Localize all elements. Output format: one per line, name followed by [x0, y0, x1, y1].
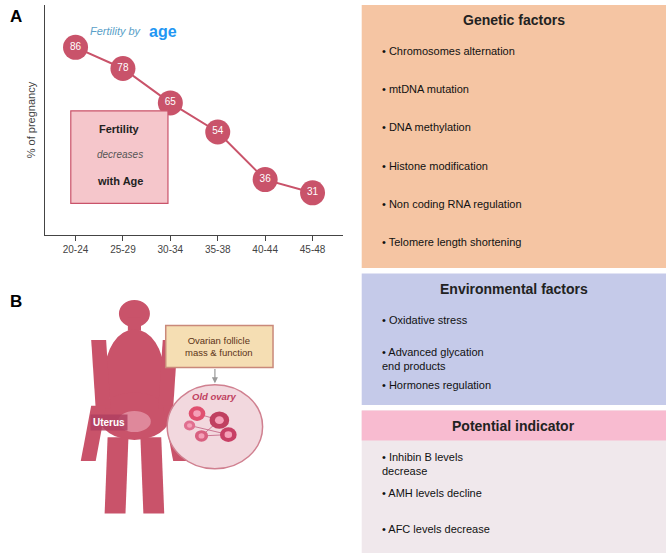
svg-text:• Histone modification: • Histone modification — [382, 160, 488, 172]
svg-text:45-48: 45-48 — [300, 244, 326, 255]
svg-text:54: 54 — [212, 125, 224, 136]
svg-text:Genetic factors: Genetic factors — [463, 12, 565, 28]
svg-text:• Hormones regulation: • Hormones regulation — [382, 379, 491, 391]
svg-text:86: 86 — [70, 41, 82, 52]
svg-text:age: age — [149, 23, 177, 40]
svg-text:decreases: decreases — [97, 149, 143, 160]
svg-text:Uterus: Uterus — [93, 417, 125, 428]
svg-text:36: 36 — [260, 173, 272, 184]
svg-text:• mtDNA mutation: • mtDNA mutation — [382, 83, 469, 95]
svg-text:• Inhibin B levelsdecrease: • Inhibin B levelsdecrease — [382, 451, 463, 477]
svg-text:40-44: 40-44 — [252, 244, 278, 255]
svg-text:with Age: with Age — [97, 175, 143, 187]
svg-text:Old ovary: Old ovary — [192, 391, 237, 402]
svg-text:A: A — [10, 7, 22, 26]
svg-text:65: 65 — [165, 96, 177, 107]
svg-text:Potential indicator: Potential indicator — [452, 418, 575, 434]
svg-text:Fertility by: Fertility by — [90, 25, 142, 37]
svg-text:31: 31 — [307, 186, 319, 197]
svg-text:B: B — [10, 292, 22, 311]
svg-text:• Non coding RNA regulation: • Non coding RNA regulation — [382, 198, 522, 210]
svg-text:• Advanced glycationend produc: • Advanced glycationend products — [382, 346, 484, 372]
svg-text:20-24: 20-24 — [63, 244, 89, 255]
svg-text:78: 78 — [117, 62, 129, 73]
svg-text:• AMH levels decline: • AMH levels decline — [382, 487, 482, 499]
svg-text:• Telomere length shortening: • Telomere length shortening — [382, 236, 521, 248]
svg-text:Fertility: Fertility — [99, 123, 140, 135]
svg-text:• Oxidative stress: • Oxidative stress — [382, 314, 468, 326]
svg-text:35-38: 35-38 — [205, 244, 231, 255]
svg-text:Ovarian folliclemass & functio: Ovarian folliclemass & function — [185, 335, 253, 358]
svg-text:25-29: 25-29 — [110, 244, 136, 255]
svg-text:Environmental factors: Environmental factors — [440, 281, 588, 297]
svg-text:• DNA methylation: • DNA methylation — [382, 121, 471, 133]
svg-text:30-34: 30-34 — [158, 244, 184, 255]
svg-text:• AFC levels decrease: • AFC levels decrease — [382, 523, 490, 535]
svg-text:• Chromosomes alternation: • Chromosomes alternation — [382, 45, 515, 57]
svg-text:% of pregnancy: % of pregnancy — [25, 81, 37, 158]
